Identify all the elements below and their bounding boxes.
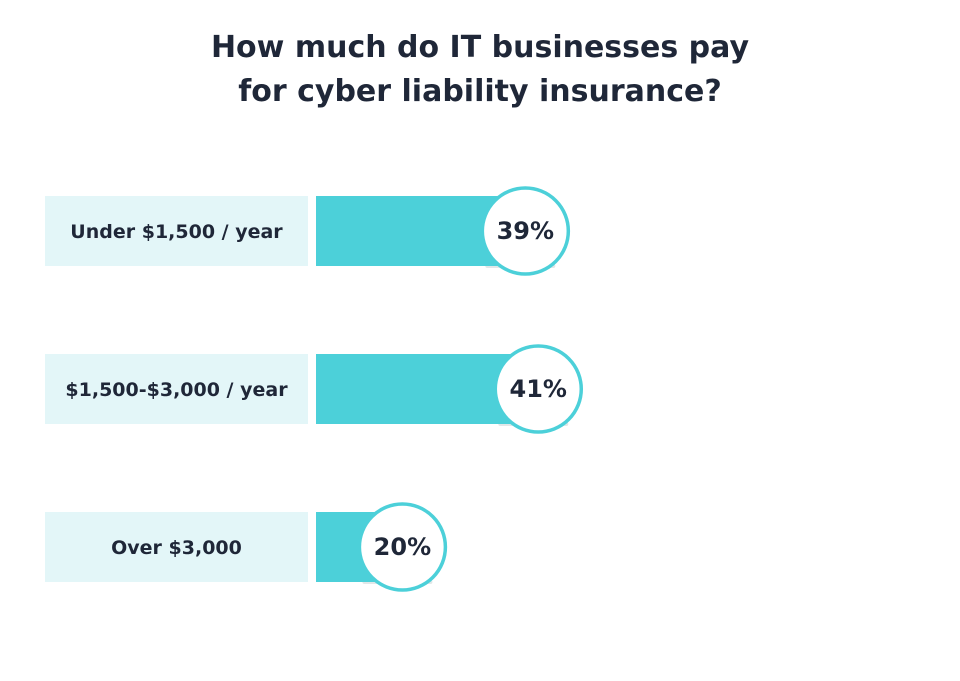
- category-label-2: $1,500-$3,000 / year: [65, 379, 288, 401]
- category-label-3: Over $3,000: [111, 537, 242, 559]
- value-label-3: 20%: [374, 533, 431, 561]
- category-label-box-1: [45, 196, 308, 266]
- value-label-1: 39%: [497, 217, 554, 245]
- value-bubble-3: [357, 502, 448, 592]
- chart-title-line-1: How much do IT businesses pay: [210, 30, 750, 65]
- value-label-2: 41%: [510, 375, 567, 403]
- chart-title-line-2: for cyber liability insurance?: [238, 74, 722, 109]
- category-label-1: Under $1,500 / year: [70, 221, 283, 243]
- chart-title: How much do IT businesses pay for cyber …: [120, 26, 840, 114]
- value-bubble-2: [493, 344, 584, 434]
- category-label-box-2: [45, 354, 308, 424]
- value-bubble-1: [480, 186, 571, 276]
- category-label-box-3: [45, 512, 308, 582]
